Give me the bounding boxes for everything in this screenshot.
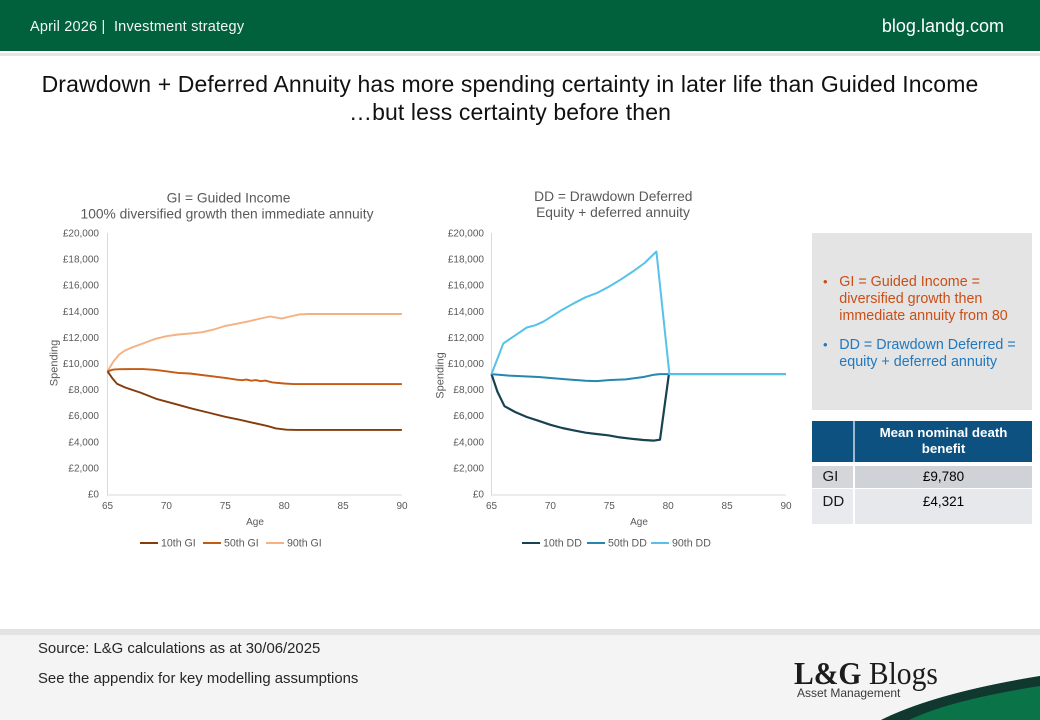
svg-text:85: 85	[338, 501, 350, 512]
svg-text:75: 75	[604, 501, 616, 512]
svg-text:70: 70	[161, 501, 173, 512]
svg-text:Spending: Spending	[49, 340, 61, 387]
svg-text:Equity + deferred annuity: Equity + deferred annuity	[536, 205, 690, 220]
svg-text:£20,000: £20,000	[448, 229, 485, 240]
svg-text:£18,000: £18,000	[448, 255, 485, 266]
svg-text:£12,000: £12,000	[63, 333, 100, 344]
svg-text:£10,000: £10,000	[448, 359, 485, 370]
svg-text:£20,000: £20,000	[63, 229, 100, 240]
svg-text:£4,000: £4,000	[68, 437, 99, 448]
svg-text:£6,000: £6,000	[453, 411, 484, 422]
svg-text:£6,000: £6,000	[68, 411, 99, 422]
svg-text:70: 70	[545, 501, 557, 512]
svg-text:DD = Drawdown Deferred: DD = Drawdown Deferred	[534, 189, 692, 204]
svg-text:90: 90	[396, 501, 408, 512]
svg-text:GI = Guided Income: GI = Guided Income	[167, 190, 291, 205]
svg-text:100% diversified growth then i: 100% diversified growth then immediate a…	[81, 206, 374, 221]
svg-text:£16,000: £16,000	[63, 281, 100, 292]
svg-text:£14,000: £14,000	[448, 307, 485, 318]
svg-text:£18,000: £18,000	[63, 255, 100, 266]
svg-text:£2,000: £2,000	[68, 463, 99, 474]
svg-text:Age: Age	[246, 517, 264, 528]
svg-text:£0: £0	[88, 490, 100, 501]
svg-text:Spending: Spending	[435, 352, 447, 399]
svg-text:10th DD: 10th DD	[543, 538, 582, 550]
svg-text:£8,000: £8,000	[453, 385, 484, 396]
svg-text:£4,000: £4,000	[453, 437, 484, 448]
svg-text:Age: Age	[630, 517, 648, 528]
svg-text:£14,000: £14,000	[63, 307, 100, 318]
svg-text:75: 75	[220, 501, 232, 512]
svg-text:£8,000: £8,000	[68, 385, 99, 396]
svg-text:65: 65	[486, 501, 498, 512]
svg-text:50th DD: 50th DD	[608, 538, 647, 550]
svg-text:£12,000: £12,000	[448, 333, 485, 344]
svg-text:65: 65	[102, 501, 114, 512]
svg-text:50th GI: 50th GI	[224, 538, 259, 550]
svg-text:90th DD: 90th DD	[672, 538, 711, 550]
svg-text:80: 80	[663, 501, 675, 512]
svg-text:90th GI: 90th GI	[287, 538, 322, 550]
svg-text:£16,000: £16,000	[448, 281, 485, 292]
svg-text:10th GI: 10th GI	[161, 538, 196, 550]
svg-text:80: 80	[279, 501, 291, 512]
svg-text:85: 85	[722, 501, 734, 512]
svg-text:£10,000: £10,000	[63, 359, 100, 370]
svg-text:£2,000: £2,000	[453, 463, 484, 474]
svg-text:£0: £0	[473, 490, 485, 501]
svg-text:90: 90	[780, 501, 792, 512]
